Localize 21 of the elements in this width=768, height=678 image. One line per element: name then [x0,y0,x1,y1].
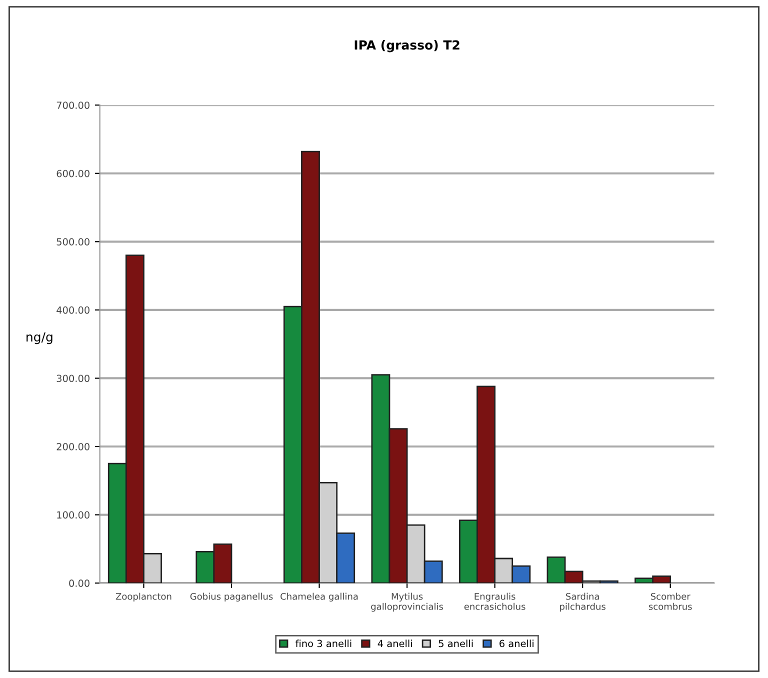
y-tick-label: 100.00 [57,511,90,519]
x-tick-label: Engraulis encrasicholus [464,592,526,610]
legend-label: 5 anelli [438,640,473,648]
x-tick-label: Scomber scombrus [648,592,692,610]
y-tick-label: 500.00 [56,238,90,246]
y-tick-label: 600.00 [56,170,90,178]
y-tick-label: 700.00 [56,102,90,109]
y-tick-label: 200.00 [56,442,90,450]
y-tick-label: 400.00 [56,306,90,314]
x-tick-label: Zooplancton [116,592,172,602]
legend-label: 6 anelli [500,640,534,648]
x-tick-label: Sardina pilchardus [560,592,606,612]
chart-title: IPA (grasso) T2 [354,40,460,52]
y-tick-label: 0.00 [69,580,90,587]
x-tick-label: Chamelea gallina [280,592,358,602]
x-tick-label: Mytilus galloprovincialis [371,592,444,612]
legend-label: fino 3 anelli [296,640,352,648]
y-tick-label: 300.00 [56,374,90,382]
x-tick-label: Gobius paganellus [190,592,273,602]
legend-label: 4 anelli [378,640,412,648]
y-axis-title: ng/g [26,332,52,344]
